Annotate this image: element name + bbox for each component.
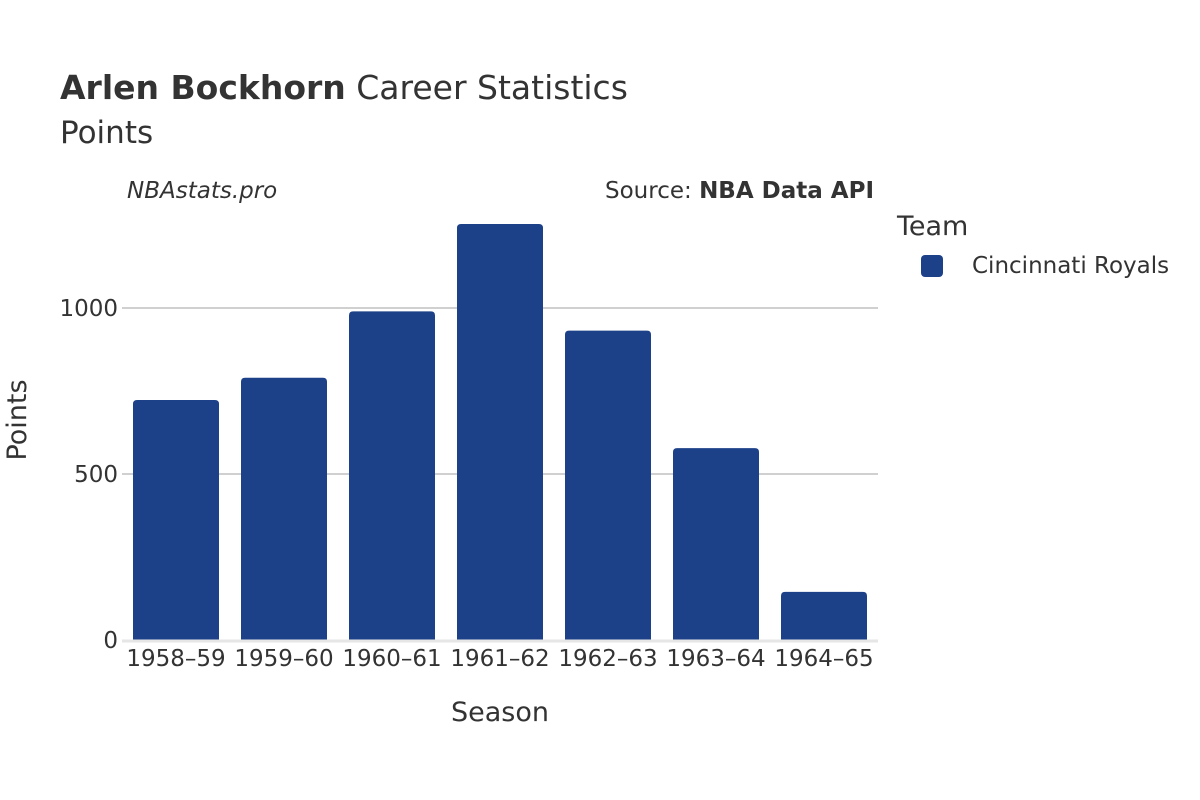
bar-layer: 1958–59: 723 1959–60: 790 1960–61: 990 1961…: [133, 224, 867, 640]
bar-1964–65[interactable]: 1964–65: 145: [781, 591, 867, 640]
bar-1963–64[interactable]: 1963–64: 578: [673, 448, 759, 640]
x-tick-label-1962–63: 1962–63: [558, 646, 657, 672]
source-label: Source:: [605, 178, 700, 204]
bar-1962–63[interactable]: 1962–63: 932: [565, 330, 651, 640]
bar-1960–61[interactable]: 1960–61: 990: [349, 311, 435, 640]
x-tick-label-1961–62: 1961–62: [450, 646, 549, 672]
legend-title: Team: [897, 211, 969, 242]
x-tick-label-1959–60: 1959–60: [234, 646, 333, 672]
x-tick-label-1964–65: 1964–65: [774, 646, 873, 672]
y-tick-label-0: 0: [103, 628, 118, 654]
chart-title: Arlen Bockhorn Career Statistics: [60, 68, 628, 108]
x-axis-title: Season: [451, 697, 549, 728]
chart-subtitle: Points: [60, 115, 154, 151]
y-axis-title: Points: [2, 379, 33, 460]
legend-item-label: Cincinnati Royals: [972, 253, 1170, 279]
source-value: NBA Data API: [699, 178, 874, 204]
bar-1958–59[interactable]: 1958–59: 723: [133, 399, 219, 640]
source-note: Source: NBA Data API: [605, 176, 874, 206]
x-tick-label-1960–61: 1960–61: [342, 646, 441, 672]
axis-layer: 0 500 1000 1958–59 1959–60 1960–61 1961–62 1962…: [2, 296, 878, 728]
bar-1959–60[interactable]: 1959–60: 790: [241, 377, 327, 640]
y-tick-label-500: 500: [74, 462, 118, 488]
x-tick-label-1963–64: 1963–64: [666, 646, 765, 672]
legend-item-cincinnati-royals[interactable]: Cincinnati Royals: [921, 251, 1169, 281]
player-name: Arlen Bockhorn: [60, 68, 346, 107]
bar-1961–62[interactable]: 1961–62: 1253: [457, 224, 543, 640]
x-tick-label-1958–59: 1958–59: [126, 646, 225, 672]
y-tick-label-1000: 1000: [59, 296, 118, 322]
watermark: NBAstats.pro: [127, 178, 278, 204]
title-rest: Career Statistics: [356, 68, 628, 107]
legend-swatch: [921, 255, 943, 277]
